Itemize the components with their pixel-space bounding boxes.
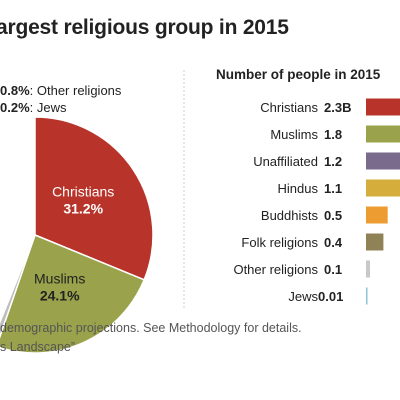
pie-slice-christians (34, 116, 154, 281)
bar-unaffiliated (366, 152, 400, 170)
bar-folk-religions (366, 233, 384, 251)
footnote-line-1: demographic projections. See Methodology… (0, 321, 302, 335)
bar-value-unaffiliated: 1.2 (324, 154, 342, 169)
pie-slice-jews (0, 234, 36, 324)
bar-category-other-religions: Other religions (233, 262, 318, 277)
bar-category-buddhists: Buddhists (261, 208, 319, 223)
bar-category-jews: Jews (288, 289, 318, 304)
pie-callout-other-religions: 0.8%: Other religions (0, 83, 122, 98)
bar-value-muslims: 1.8 (324, 127, 342, 142)
pie-callout-jews: 0.2%: Jews (0, 100, 67, 115)
pie-label-christians: Christians (52, 184, 114, 200)
chart-title: argest religious group in 2015 (0, 16, 289, 39)
bar-category-hindus: Hindus (278, 181, 319, 196)
bar-category-unaffiliated: Unaffiliated (253, 154, 318, 169)
bar-buddhists (366, 206, 388, 224)
bar-value-buddhists: 0.5 (324, 208, 342, 223)
bar-category-muslims: Muslims (270, 127, 318, 142)
bar-chart: Number of people in 2015 Christians 2.3B Mu… (216, 67, 400, 305)
bar-value-christians: 2.3B (324, 100, 351, 115)
pie-value-muslims: 24.1% (40, 288, 80, 304)
pie-slice-muslims (0, 234, 146, 354)
bar-hindus (366, 179, 400, 197)
pie-slice-other-religions (0, 234, 36, 339)
pie-label-muslims: Muslims (34, 271, 85, 287)
footnote-line-2: s Landscape” (0, 340, 76, 354)
bar-muslims (366, 125, 400, 143)
bar-christians (366, 98, 400, 116)
bar-category-christians: Christians (260, 100, 318, 115)
bar-value-jews: 0.01 (318, 289, 343, 304)
bar-other-religions (366, 260, 370, 278)
bar-category-folk-religions: Folk religions (241, 235, 318, 250)
bar-value-folk-religions: 0.4 (324, 235, 343, 250)
bar-chart-title: Number of people in 2015 (216, 67, 381, 82)
bar-value-other-religions: 0.1 (324, 262, 342, 277)
bar-jews (366, 287, 368, 305)
pie-value-christians: 31.2% (63, 201, 103, 217)
bar-value-hindus: 1.1 (324, 181, 342, 196)
